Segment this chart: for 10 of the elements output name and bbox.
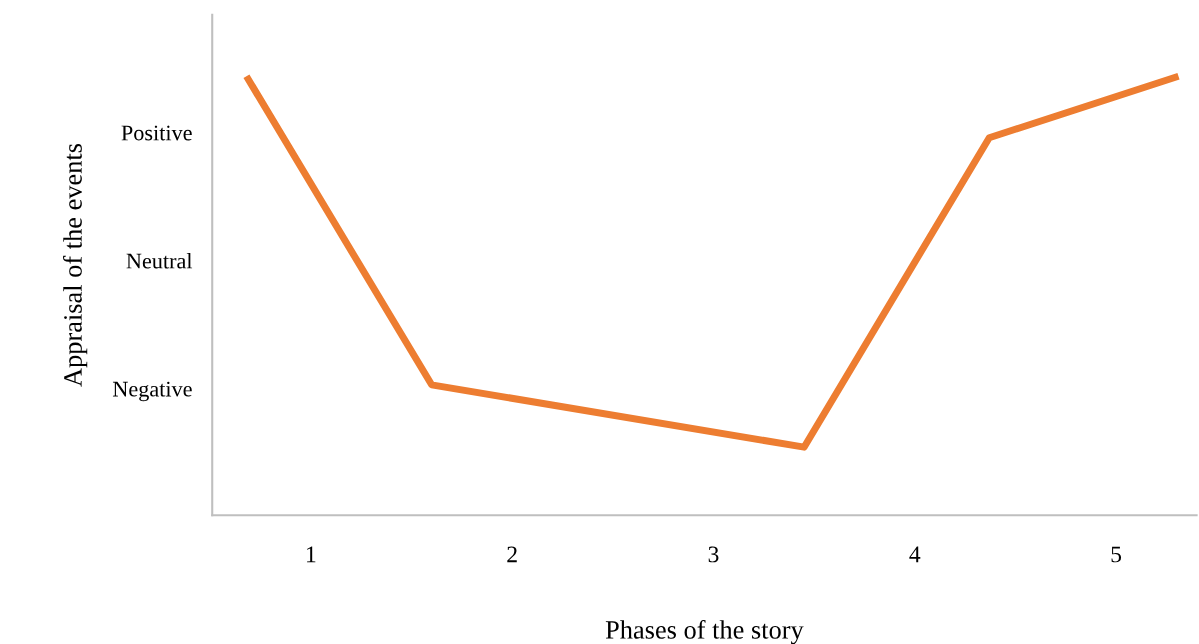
y-axis-title: Appraisal of the events [63, 143, 88, 387]
text: Negative [112, 381, 192, 402]
x-tick-label: 5 [1111, 546, 1122, 563]
x-tick-label: 1 [307, 546, 316, 563]
text: Neutral [126, 252, 193, 269]
x-axis-title: Phases of the story [605, 619, 804, 644]
text: Positive [121, 125, 192, 141]
x-tick-label: 3 [708, 546, 719, 563]
x-tick-label: 2 [507, 546, 517, 563]
x-tick-label: 4 [909, 546, 921, 563]
